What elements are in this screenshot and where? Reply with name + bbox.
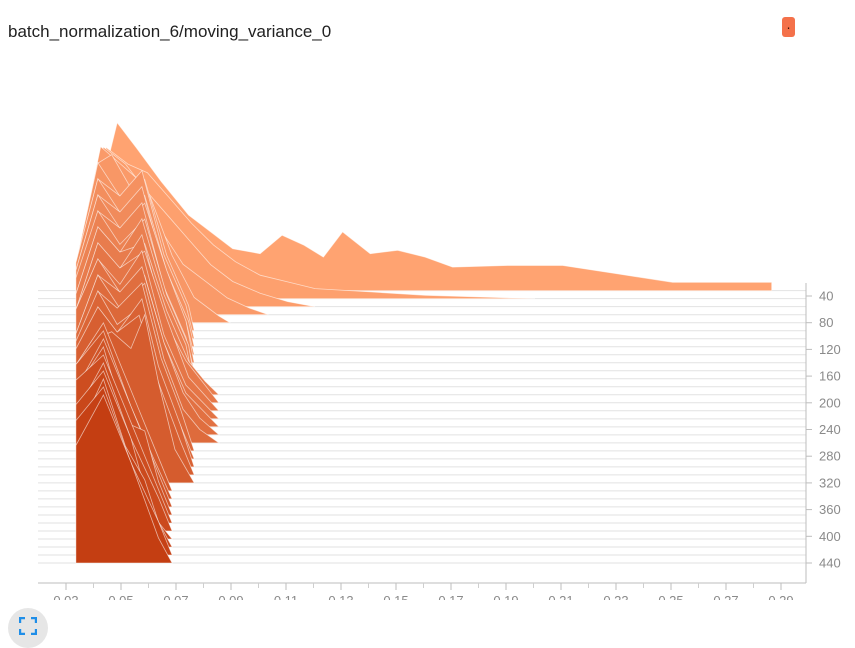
x-tick-label: 0.09: [218, 593, 243, 600]
x-tick-label: 0.15: [383, 593, 408, 600]
step-tick-label: 160: [819, 369, 841, 384]
x-tick-label: 0.07: [163, 593, 188, 600]
x-axis: 0.03 0.05 0.07 0.09 0.11 0.13 0.15 0.17 0.19 0.21…: [38, 582, 806, 600]
x-tick-label: 0.03: [53, 593, 78, 600]
x-tick-label: 0.29: [768, 593, 793, 600]
step-tick-label: 240: [819, 422, 841, 437]
x-tick-label: 0.27: [713, 593, 738, 600]
histogram-chart: 0.03 0.05 0.07 0.09 0.11 0.13 0.15 0.17 0.19 0.21…: [38, 121, 841, 600]
run-color-chip[interactable]: .: [782, 17, 795, 37]
step-tick-label: 280: [819, 449, 841, 464]
step-tick-label: 360: [819, 502, 841, 517]
step-tick-label: 320: [819, 475, 841, 490]
step-tick-label: 440: [819, 556, 841, 571]
x-tick-label: 0.19: [493, 593, 518, 600]
step-tick-label: 200: [819, 395, 841, 410]
x-tick-label: 0.25: [658, 593, 683, 600]
step-tick-label: 40: [819, 289, 833, 304]
step-axis: 40 80 120 160 200 240 280 320 360 400 440: [805, 283, 841, 583]
x-tick-label: 0.21: [548, 593, 573, 600]
fullscreen-button[interactable]: [8, 608, 48, 648]
step-tick-label: 400: [819, 529, 841, 544]
histogram-ridges: [75, 121, 773, 564]
x-tick-label: 0.17: [438, 593, 463, 600]
step-tick-label: 120: [819, 342, 841, 357]
fullscreen-icon: [18, 616, 38, 640]
x-tick-label: 0.11: [274, 593, 298, 600]
x-tick-label: 0.13: [328, 593, 353, 600]
x-tick-label: 0.05: [108, 593, 133, 600]
histogram-ridge-step-440[interactable]: [75, 394, 173, 564]
chart-title: batch_normalization_6/moving_variance_0: [8, 22, 332, 41]
step-tick-label: 80: [819, 315, 833, 330]
x-tick-label: 0.23: [603, 593, 628, 600]
